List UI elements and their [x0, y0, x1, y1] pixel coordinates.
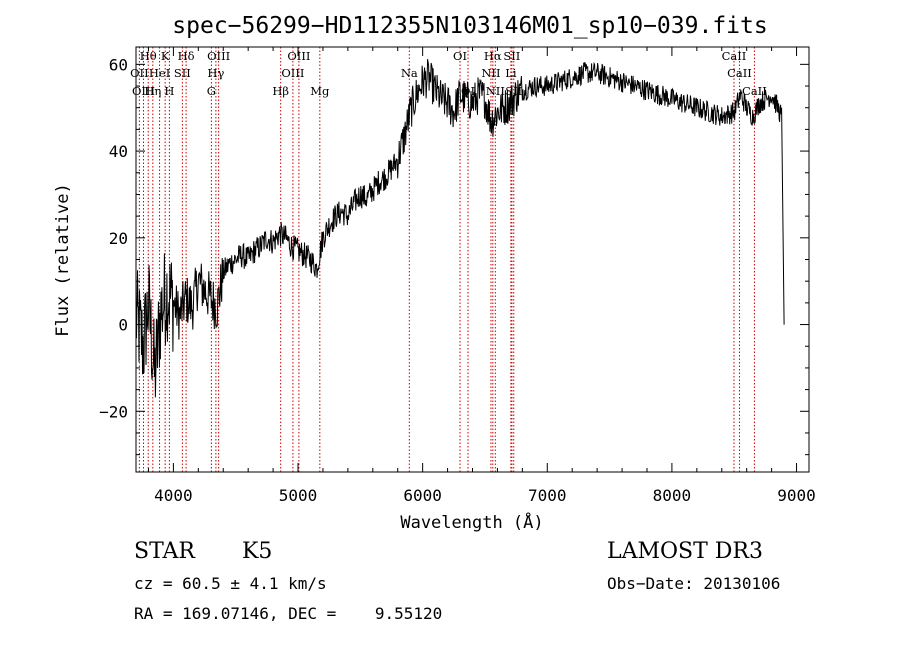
y-tick-label: −20	[99, 402, 128, 421]
spectral-line-label: K	[161, 49, 170, 63]
y-axis: −20 0 20 40 60	[99, 55, 809, 456]
obs-date: Obs−Date: 20130106	[607, 574, 781, 593]
spectral-line-label: G	[207, 84, 216, 98]
x-tick-label: 4000	[154, 486, 193, 505]
x-tick-label: 7000	[528, 486, 567, 505]
spectral-line-label: CaII	[727, 66, 752, 80]
y-tick-label: 20	[109, 229, 128, 248]
y-axis-label: Flux (relative)	[53, 183, 73, 337]
y-tick-label: 60	[109, 55, 128, 74]
object-class: STAR	[134, 539, 195, 564]
spectral-line-label: OI	[461, 84, 475, 98]
spectral-line-label: Hη	[144, 84, 161, 98]
spectrum-series	[135, 59, 785, 398]
spectral-line-label: Mg	[310, 84, 330, 98]
spectral-line-label: Hγ	[207, 66, 224, 80]
spectral-line-label: NII	[481, 66, 500, 80]
spectral-line-label: Li	[505, 66, 517, 80]
x-tick-label: 6000	[403, 486, 442, 505]
spectral-line-label: OIII	[207, 49, 230, 63]
x-tick-label: 5000	[279, 486, 318, 505]
spectral-line-label: Hδ	[178, 49, 195, 63]
spectral-line-label: OIII	[281, 66, 304, 80]
subclass: K5	[242, 539, 273, 564]
spectral-line-label: SII	[174, 66, 191, 80]
x-tick-label: 8000	[653, 486, 692, 505]
spectral-line-label: HeI	[149, 66, 170, 80]
coordinates: RA = 169.07146, DEC = 9.55120	[134, 604, 443, 623]
x-tick-label: 9000	[777, 486, 816, 505]
spectral-line-label: Na	[401, 66, 418, 80]
spectral-line-label: Hβ	[272, 84, 289, 98]
y-tick-label: 40	[109, 142, 128, 161]
spectral-line-label: H	[164, 84, 174, 98]
spectral-line-label: CaII	[742, 84, 767, 98]
redshift-info: cz = 60.5 ± 4.1 km/s	[134, 574, 327, 593]
spectral-line-label: CaII	[722, 49, 747, 63]
x-axis: 4000 5000 6000 7000 8000 9000	[147, 47, 816, 505]
y-tick-label: 0	[118, 316, 128, 335]
spectral-line-label: Hα	[484, 49, 502, 63]
survey-name: LAMOST DR3	[607, 539, 763, 564]
spectral-line-label: OI	[453, 49, 467, 63]
chart-title: spec−56299−HD112355N103146M01_sp10−039.f…	[172, 13, 767, 39]
spectral-line-label: OIII	[132, 84, 155, 98]
spectral-line-label: NII	[486, 84, 505, 98]
spectral-line-label: OIII	[287, 49, 310, 63]
spectral-line-label: SII	[503, 49, 520, 63]
x-axis-label: Wavelength (Å)	[400, 511, 543, 533]
spectral-line-label: Hθ	[140, 49, 157, 63]
spectral-line-label: SII	[505, 84, 522, 98]
spectral-line-label: OII	[130, 66, 149, 80]
spectrum-line	[135, 59, 785, 398]
